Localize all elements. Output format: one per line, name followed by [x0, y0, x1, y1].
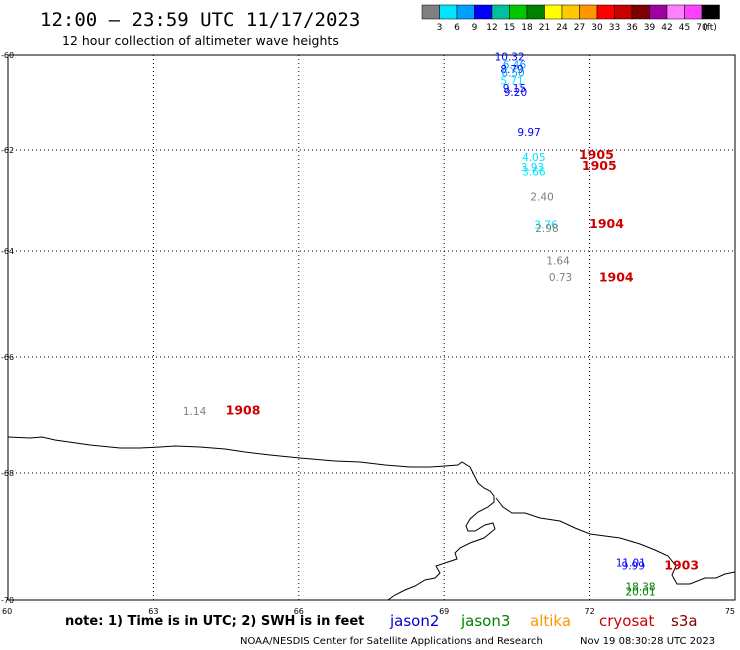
pass-time-label: 1903: [664, 558, 699, 573]
latitude-tick-label: -62: [1, 146, 14, 155]
map-subtitle: 12 hour collection of altimeter wave hei…: [62, 33, 339, 48]
wave-height-value: 2.40: [530, 192, 553, 204]
wave-height-value: 3.93: [521, 162, 544, 174]
legend-unit: (ft): [703, 23, 717, 33]
legend-swatch: [614, 4, 633, 20]
latitude-tick-label: -68: [1, 469, 14, 478]
pass-time-label: 1905: [582, 158, 617, 173]
satellite-cryosat: cryosat: [599, 612, 654, 630]
wave-height-value: 20.01: [625, 587, 655, 599]
longitude-tick-label: 72: [585, 607, 595, 616]
wave-height-value: 1.64: [546, 255, 570, 267]
satellite-altika: altika: [530, 612, 571, 630]
longitude-tick-label: 69: [439, 607, 449, 616]
wave-height-value: 8.79: [500, 64, 523, 76]
wave-height-value: 3.76: [534, 219, 558, 231]
legend-swatch: [701, 4, 720, 20]
wave-height-value: 10.32: [495, 52, 525, 64]
legend-swatch: [421, 4, 440, 20]
legend-swatch: [491, 4, 510, 20]
legend-label: 33: [609, 23, 620, 33]
legend-label: 45: [679, 23, 690, 33]
wave-height-color-legend: 3 6 9 12 15 18 21 24 27 30 33 36 39 42 45 70(ft): [421, 4, 720, 33]
wave-height-value: 18.38: [625, 581, 655, 593]
legend-label: 27: [574, 23, 585, 33]
latitude-tick-label: -60: [1, 51, 14, 60]
satellite-jason2: jason2: [389, 612, 439, 630]
legend-label: 24: [556, 23, 568, 33]
legend-label: 42: [661, 23, 672, 33]
legend-label: 12: [486, 23, 497, 33]
wave-height-value: 9.97: [517, 127, 540, 139]
wave-height-value: 6.50: [501, 67, 524, 79]
wave-height-labels: 10.326.468.796.505.719.159.20 9.97 4.053.9…: [183, 52, 656, 599]
latitude-tick-label: -64: [1, 247, 14, 256]
legend-label: 6: [454, 23, 460, 33]
legend-swatch: [579, 4, 598, 20]
wave-height-value: 9.20: [504, 87, 527, 99]
footer-timestamp: Nov 19 08:30:28 UTC 2023: [580, 636, 715, 647]
legend-swatch: [561, 4, 580, 20]
antarctic-coastline-east: [495, 497, 736, 585]
legend-label: 3: [437, 23, 443, 33]
wave-height-value: 9.15: [503, 83, 526, 95]
legend-swatch: [631, 4, 650, 20]
map-frame: [7, 54, 736, 601]
wave-height-value: 3.66: [522, 166, 546, 178]
wave-height-value: 11.01: [616, 557, 646, 569]
wave-height-value: 0.73: [549, 272, 572, 284]
legend-swatch: [456, 4, 475, 20]
wave-height-value: 5.71: [500, 75, 523, 87]
legend-label: 21: [539, 23, 550, 33]
map-title: 12:00 — 23:59 UTC 11/17/2023: [40, 9, 360, 31]
legend-swatch: [439, 4, 458, 20]
longitude-tick-label: 60: [2, 607, 12, 616]
legend-swatch: [666, 4, 685, 20]
footer-note: note: 1) Time is in UTC; 2) SWH is in fe…: [65, 614, 364, 629]
legend-swatch: [474, 4, 493, 20]
legend-label: 39: [644, 23, 656, 33]
legend-swatch: [509, 4, 528, 20]
satellite-jason3: jason3: [460, 612, 510, 630]
legend-label: 9: [472, 23, 478, 33]
wave-height-value: 2.98: [535, 223, 558, 235]
wave-height-value: 6.46: [503, 59, 527, 71]
pass-time-label: 1905: [579, 147, 614, 162]
legend-label: 36: [626, 23, 638, 33]
latitude-tick-label: -66: [1, 353, 14, 362]
satellite-s3a: s3a: [671, 612, 698, 630]
longitude-tick-label: 63: [148, 607, 158, 616]
pass-time-label: 1908: [226, 402, 261, 417]
legend-swatch: [526, 4, 545, 20]
wave-height-value: 1.14: [183, 406, 207, 418]
legend-label: 15: [504, 23, 515, 33]
latitude-tick-label: -70: [1, 596, 14, 605]
antarctic-coastline: [7, 436, 496, 601]
legend-label: 18: [521, 23, 533, 33]
wave-height-value: 4.05: [522, 152, 545, 164]
longitude-tick-label: 66: [294, 607, 304, 616]
longitude-tick-label: 75: [725, 607, 735, 616]
footer-credit: NOAA/NESDIS Center for Satellite Applica…: [240, 636, 543, 647]
satellite-legend: jason2 jason3 altika cryosat s3a: [389, 612, 698, 630]
pass-time-label: 1904: [599, 270, 634, 285]
wave-height-value: 9.99: [622, 561, 645, 573]
legend-swatch: [684, 4, 703, 20]
legend-swatch: [649, 4, 668, 20]
graticule: 60 63 66 69 72 75 -60 -62 -64 -66 -68 -70: [1, 51, 735, 616]
pass-time-label: 1904: [589, 216, 624, 231]
legend-swatch: [596, 4, 615, 20]
legend-label: 30: [591, 23, 603, 33]
legend-label: 70: [696, 23, 708, 33]
legend-swatch: [544, 4, 563, 20]
